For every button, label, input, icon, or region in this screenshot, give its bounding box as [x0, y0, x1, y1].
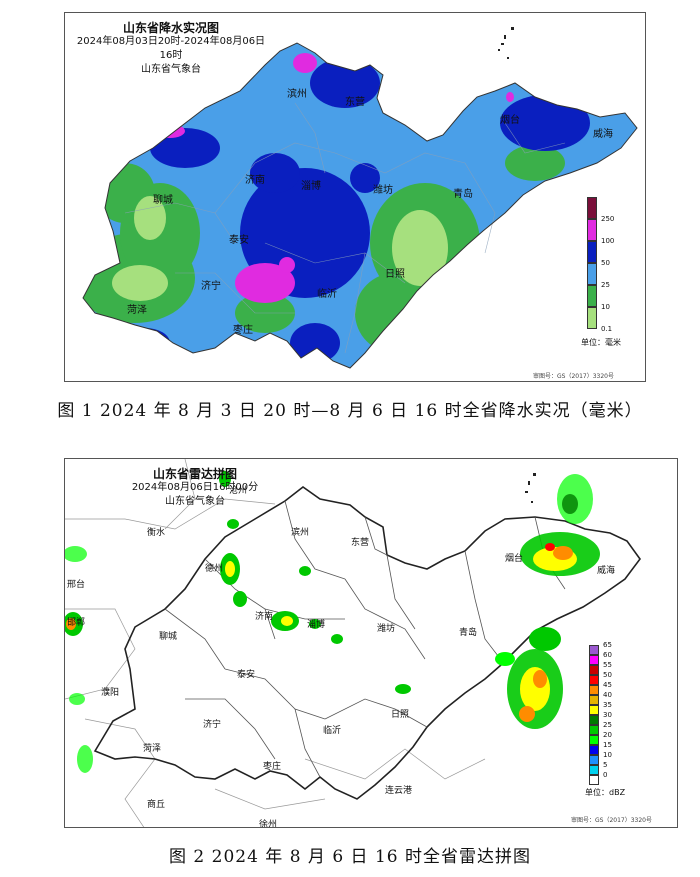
city-label: 聊城 [159, 632, 178, 642]
legend-tick: 0 [603, 771, 608, 779]
legend-unit: 单位：dBZ [585, 788, 626, 797]
city-label: 日照 [391, 710, 410, 720]
legend-color [589, 675, 599, 685]
city-label: 淄博 [307, 620, 326, 630]
precipitation-map-graphic [82, 27, 638, 369]
legend-tick: 10 [603, 751, 612, 759]
legend-color [589, 705, 599, 715]
legend-color [589, 685, 599, 695]
legend-color [589, 735, 599, 745]
city-label: 东营 [345, 97, 365, 108]
city-label: 潍坊 [377, 624, 396, 634]
legend-tick: 45 [603, 681, 612, 689]
city-label: 连云港 [385, 786, 413, 796]
city-label: 威海 [593, 129, 613, 140]
city-label: 邯郸 [67, 618, 86, 628]
city-label: 青岛 [453, 189, 473, 200]
legend-tick: 100 [601, 237, 615, 245]
city-label: 聊城 [153, 195, 173, 206]
city-label: 烟台 [505, 554, 524, 564]
city-label: 济南 [255, 612, 274, 622]
legend-color [587, 219, 597, 241]
legend-color [589, 765, 599, 775]
legend-color [587, 307, 597, 329]
radar-legend: 65 60 55 50 45 40 35 30 25 20 15 10 5 0 … [585, 641, 649, 799]
city-label: 菏泽 [143, 744, 162, 754]
city-label: 邢台 [67, 580, 86, 590]
city-label: 青岛 [459, 628, 478, 638]
precip-legend: 250 100 50 25 10 0.1 单位：毫米 [581, 197, 643, 347]
figure1-caption: 图 1 2024 年 8 月 3 日 20 时—8 月 6 日 16 时全省降水… [57, 401, 643, 421]
city-label: 淄博 [301, 181, 321, 192]
city-label: 衡水 [147, 528, 166, 538]
legend-tick: 30 [603, 711, 612, 719]
city-label: 沧州 [229, 486, 248, 496]
figure2-title: 山东省雷达拼图 [152, 467, 237, 481]
figure2-time: 2024年08月06日16时00分 [131, 482, 259, 493]
city-label: 枣庄 [233, 325, 253, 336]
figure1-period: 2024年08月03日20时-2024年08月06日16时 [76, 36, 266, 61]
legend-color [589, 745, 599, 755]
legend-tick: 15 [603, 741, 612, 749]
city-label: 濮阳 [101, 688, 120, 698]
legend-color [587, 285, 597, 307]
legend-color [589, 725, 599, 735]
city-label: 济宁 [201, 281, 221, 292]
city-label: 东营 [351, 538, 370, 548]
city-label: 泰安 [237, 670, 256, 680]
legend-tick: 65 [603, 641, 612, 649]
legend-tick: 40 [603, 691, 612, 699]
legend-color [589, 715, 599, 725]
legend-color [589, 755, 599, 765]
legend-tick: 25 [603, 721, 612, 729]
precipitation-map: 山东省降水实况图 2024年08月03日20时-2024年08月06日16时 山… [64, 12, 646, 382]
review-number: 审图号：GS（2017）3320号 [533, 373, 614, 380]
radar-mosaic-map: 山东省雷达拼图 2024年08月06日16时00分 山东省气象台 沧州 衡水 滨… [64, 458, 678, 828]
legend-color [589, 665, 599, 675]
legend-color [587, 241, 597, 263]
city-label: 济南 [245, 175, 265, 186]
legend-tick: 25 [601, 281, 610, 289]
city-label: 日照 [385, 269, 405, 280]
figure2-caption: 图 2 2024 年 8 月 6 日 16 时全省雷达拼图 [169, 847, 531, 867]
legend-color [589, 775, 599, 785]
radar-mosaic-graphic [65, 459, 641, 827]
city-label: 德州 [205, 564, 224, 574]
city-label: 商丘 [147, 800, 166, 810]
legend-tick: 10 [601, 303, 610, 311]
legend-tick: 50 [601, 259, 610, 267]
figure1-title-block: 山东省降水实况图 2024年08月03日20时-2024年08月06日16时 山… [71, 21, 271, 77]
city-label: 滨州 [291, 528, 310, 538]
review-number: 审图号：GS（2017）3320号 [571, 817, 652, 824]
legend-unit: 单位：毫米 [581, 338, 621, 347]
city-label: 临沂 [323, 726, 342, 736]
legend-color [589, 695, 599, 705]
city-label: 威海 [597, 566, 616, 576]
city-label: 徐州 [259, 820, 278, 828]
city-label: 菏泽 [127, 305, 147, 316]
legend-tick: 55 [603, 661, 612, 669]
legend-tick: 60 [603, 651, 612, 659]
city-label: 泰安 [229, 235, 249, 246]
legend-color [587, 197, 597, 219]
legend-color [587, 263, 597, 285]
city-label: 潍坊 [373, 185, 393, 196]
legend-tick: 50 [603, 671, 612, 679]
city-label: 枣庄 [263, 762, 282, 772]
figure1-title: 山东省降水实况图 [122, 21, 219, 35]
legend-tick: 35 [603, 701, 612, 709]
city-label: 济宁 [203, 720, 222, 730]
city-label: 滨州 [287, 89, 307, 100]
figure1-issuer: 山东省气象台 [141, 64, 201, 75]
figure2-issuer: 山东省气象台 [165, 496, 225, 507]
figure2-title-block: 山东省雷达拼图 2024年08月06日16时00分 山东省气象台 [105, 467, 285, 509]
legend-tick: 0.1 [601, 325, 613, 333]
legend-tick: 20 [603, 731, 612, 739]
legend-tick: 5 [603, 761, 608, 769]
legend-color [589, 655, 599, 665]
legend-color [589, 645, 599, 655]
city-label: 烟台 [500, 115, 520, 126]
legend-tick: 250 [601, 215, 615, 223]
city-label: 临沂 [317, 289, 337, 300]
